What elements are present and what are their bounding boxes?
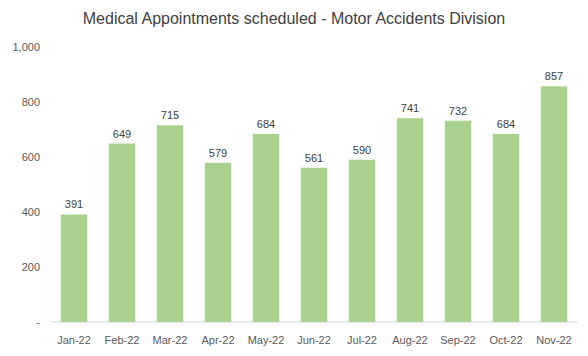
bar [349, 160, 375, 322]
data-label: 590 [353, 144, 371, 156]
x-tick-label: Sep-22 [440, 334, 475, 346]
x-tick-label: May-22 [248, 334, 285, 346]
data-label: 561 [305, 152, 323, 164]
tick-mark [47, 102, 50, 103]
x-tick-label: Mar-22 [153, 334, 188, 346]
tick-mark [47, 157, 50, 158]
bars [61, 86, 567, 322]
bar [445, 121, 471, 322]
bar [109, 144, 135, 322]
tick-mark [47, 47, 50, 48]
y-tick-label: 800 [22, 96, 40, 108]
x-tick-label: Nov-22 [536, 334, 571, 346]
data-label: 857 [545, 70, 563, 82]
y-tick-label: - [36, 316, 40, 328]
bar [61, 214, 87, 322]
bar [493, 134, 519, 322]
bar [541, 86, 567, 322]
y-tick-label: 200 [22, 261, 40, 273]
x-tick-label: Oct-22 [489, 334, 522, 346]
tick-mark [47, 212, 50, 213]
data-label: 732 [449, 105, 467, 117]
y-tick-label: 600 [22, 151, 40, 163]
bar [301, 168, 327, 322]
bar [397, 118, 423, 322]
data-label: 741 [401, 102, 419, 114]
tick-mark [47, 322, 50, 323]
data-label: 715 [161, 109, 179, 121]
data-label: 649 [113, 128, 131, 140]
bar [157, 125, 183, 322]
x-tick-label: Jul-22 [347, 334, 377, 346]
x-tick-label: Aug-22 [392, 334, 427, 346]
y-tick-label: 1,000 [12, 41, 40, 53]
x-tick-label: Feb-22 [105, 334, 140, 346]
y-tick-label: 400 [22, 206, 40, 218]
data-label: 391 [65, 198, 83, 210]
x-tick-label: Jan-22 [57, 334, 91, 346]
x-tick-label: Apr-22 [201, 334, 234, 346]
data-label: 684 [497, 118, 515, 130]
bar [253, 134, 279, 322]
data-label: 579 [209, 147, 227, 159]
tick-mark [47, 267, 50, 268]
data-label: 684 [257, 118, 275, 130]
title: Medical Appointments scheduled - Motor A… [83, 10, 505, 27]
bar [205, 163, 231, 322]
x-tick-label: Jun-22 [297, 334, 331, 346]
chart: Medical Appointments scheduled - Motor A… [0, 0, 588, 356]
